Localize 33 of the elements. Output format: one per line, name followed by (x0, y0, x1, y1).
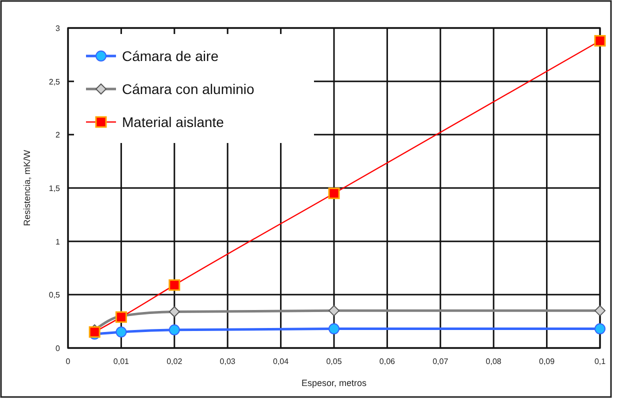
legend-label: Cámara de aire (122, 48, 219, 64)
y-tick-label: 2 (56, 130, 61, 140)
y-axis-title: Resistencia, mK/W (22, 149, 32, 226)
y-tick-label: 0,5 (48, 290, 61, 300)
point (594, 305, 606, 316)
y-tick-label: 2,5 (48, 77, 61, 86)
point (168, 324, 180, 336)
point (168, 306, 180, 318)
x-tick-label: 0,05 (326, 357, 342, 366)
x-tick-label: 0,1 (594, 357, 606, 366)
point (168, 279, 180, 291)
x-tick-label: 0,06 (379, 357, 396, 366)
y-tick-label: 1,5 (48, 184, 61, 193)
x-tick-label: 0 (66, 357, 71, 366)
point (594, 323, 606, 334)
x-tick-label: 0,08 (486, 357, 502, 366)
y-tick-label: 3 (56, 24, 61, 33)
x-tick-label: 0,09 (539, 357, 556, 366)
point (594, 35, 606, 47)
point (328, 188, 340, 200)
y-tick-label: 0 (56, 344, 61, 353)
x-tick-label: 0,04 (273, 357, 290, 366)
legend-label: Cámara con aluminio (122, 81, 254, 97)
x-tick-label: 0,02 (166, 357, 183, 366)
x-axis-title: Espesor, metros (301, 378, 368, 388)
x-tick-label: 0,07 (432, 357, 449, 366)
x-tick-label: 0,03 (220, 357, 236, 366)
point (328, 305, 340, 316)
point (116, 326, 127, 338)
point (328, 323, 340, 334)
y-tick-label: 1 (56, 237, 61, 246)
x-tick-label: 0,01 (113, 357, 130, 366)
legend-label: Material aislante (122, 114, 224, 130)
